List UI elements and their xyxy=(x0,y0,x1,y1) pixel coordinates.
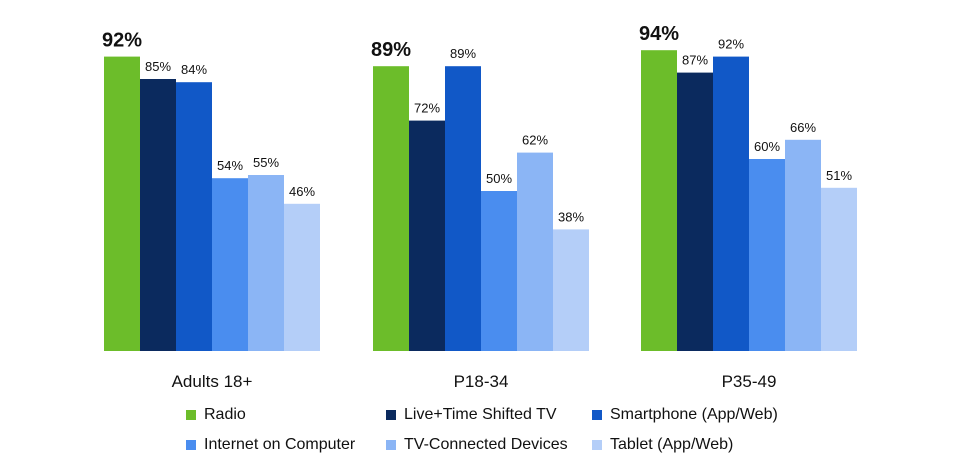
data-label-tv-connected-devices-adults-18: 55% xyxy=(253,155,279,170)
data-label-tablet-app-web-adults-18: 46% xyxy=(289,184,315,199)
legend-label-tablet: Tablet (App/Web) xyxy=(610,436,734,453)
bar-smartphone-app-web-adults-18 xyxy=(176,82,212,351)
data-label-internet-on-computer-p35-49: 60% xyxy=(754,139,780,154)
data-label-radio-adults-18: 92% xyxy=(102,30,142,52)
bar-internet-on-computer-adults-18 xyxy=(212,178,248,351)
legend-item-tablet: Tablet (App/Web) xyxy=(592,436,733,454)
legend-row-2: Internet on Computer TV-Connected Device… xyxy=(186,430,836,460)
legend-item-live-tv: Live+Time Shifted TV xyxy=(386,406,592,424)
data-label-internet-on-computer-adults-18: 54% xyxy=(217,158,243,173)
data-label-live-time-shifted-tv-adults-18: 85% xyxy=(145,59,171,74)
category-label-p18-34: P18-34 xyxy=(454,372,509,391)
bar-radio-p18-34 xyxy=(373,66,409,351)
bar-radio-p35-49 xyxy=(641,50,677,351)
data-label-radio-p35-49: 94% xyxy=(639,23,679,45)
bar-tablet-app-web-p35-49 xyxy=(821,187,857,351)
legend-swatch-internet-computer xyxy=(186,440,196,450)
data-label-tablet-app-web-p35-49: 51% xyxy=(826,168,852,183)
bar-radio-adults-18 xyxy=(104,56,140,351)
legend-swatch-tablet xyxy=(592,440,602,450)
bar-live-time-shifted-tv-adults-18 xyxy=(140,79,176,351)
category-label-p35-49: P35-49 xyxy=(722,372,777,391)
legend-item-radio: Radio xyxy=(186,406,386,424)
data-label-live-time-shifted-tv-p35-49: 87% xyxy=(682,53,708,68)
legend-label-smartphone: Smartphone (App/Web) xyxy=(610,406,778,423)
data-label-tv-connected-devices-p18-34: 62% xyxy=(522,133,548,148)
data-label-live-time-shifted-tv-p18-34: 72% xyxy=(414,101,440,116)
bar-tv-connected-devices-p18-34 xyxy=(517,152,553,351)
legend-swatch-radio xyxy=(186,410,196,420)
bar-internet-on-computer-p35-49 xyxy=(749,159,785,351)
bar-smartphone-app-web-p18-34 xyxy=(445,66,481,351)
bar-tv-connected-devices-adults-18 xyxy=(248,175,284,351)
data-label-smartphone-app-web-adults-18: 84% xyxy=(181,62,207,77)
data-label-tablet-app-web-p18-34: 38% xyxy=(558,209,584,224)
bar-tablet-app-web-p18-34 xyxy=(553,229,589,351)
legend-label-tv-connected: TV-Connected Devices xyxy=(404,436,568,453)
legend-label-radio: Radio xyxy=(204,406,246,423)
data-label-smartphone-app-web-p35-49: 92% xyxy=(718,37,744,52)
bar-live-time-shifted-tv-p18-34 xyxy=(409,120,445,351)
legend-swatch-live-tv xyxy=(386,410,396,420)
bar-live-time-shifted-tv-p35-49 xyxy=(677,72,713,351)
legend-item-smartphone: Smartphone (App/Web) xyxy=(592,406,778,424)
bar-internet-on-computer-p18-34 xyxy=(481,191,517,351)
legend-label-internet-computer: Internet on Computer xyxy=(204,436,356,453)
bar-smartphone-app-web-p35-49 xyxy=(713,56,749,351)
legend-item-internet-computer: Internet on Computer xyxy=(186,436,386,454)
data-label-radio-p18-34: 89% xyxy=(371,39,411,61)
legend-swatch-tv-connected xyxy=(386,440,396,450)
bar-tv-connected-devices-p35-49 xyxy=(785,139,821,351)
legend-item-tv-connected: TV-Connected Devices xyxy=(386,436,592,454)
bar-tablet-app-web-adults-18 xyxy=(284,203,320,351)
data-label-smartphone-app-web-p18-34: 89% xyxy=(450,46,476,61)
legend: Radio Live+Time Shifted TV Smartphone (A… xyxy=(186,400,836,460)
legend-row-1: Radio Live+Time Shifted TV Smartphone (A… xyxy=(186,400,836,430)
legend-swatch-smartphone xyxy=(592,410,602,420)
data-label-tv-connected-devices-p35-49: 66% xyxy=(790,120,816,135)
category-label-adults-18: Adults 18+ xyxy=(172,372,253,391)
data-label-internet-on-computer-p18-34: 50% xyxy=(486,171,512,186)
legend-label-live-tv: Live+Time Shifted TV xyxy=(404,406,557,423)
